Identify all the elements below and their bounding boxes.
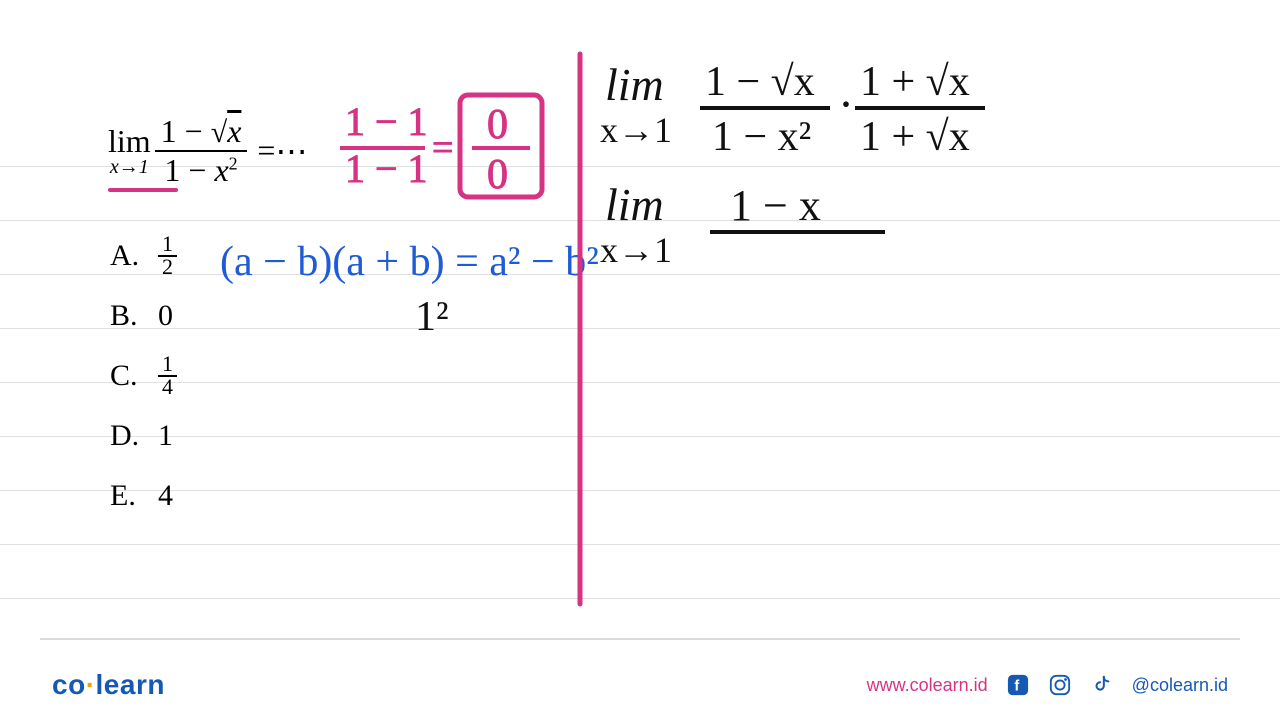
svg-text:lim: lim (605, 179, 664, 230)
svg-text:x→1: x→1 (600, 110, 672, 150)
handwriting-red: 1 − 1 1 − 1 = 0 0 (340, 95, 542, 198)
option-a: A. 12 (110, 233, 177, 279)
handwriting-svg: 1 − 1 1 − 1 = 0 0 (a − b)(a + b) = a² − … (0, 0, 1280, 720)
svg-text:0: 0 (487, 152, 508, 198)
svg-text:f: f (1014, 679, 1019, 695)
question-limit-expression: lim x→1 1 − √x 1 − x2 = ⋯ (108, 115, 307, 186)
option-e: E. 4 (110, 473, 177, 519)
svg-text:1 − 1: 1 − 1 (345, 99, 428, 144)
option-c: C. 14 (110, 353, 177, 399)
handwriting-right: lim x→1 1 − √x 1 − x² · 1 + √x 1 + √x li… (600, 59, 985, 270)
option-b: B. 0 (110, 293, 177, 339)
option-d: D. 1 (110, 413, 177, 459)
svg-text:1 − x²: 1 − x² (712, 114, 811, 160)
underline-red (108, 188, 178, 192)
handwriting-blue: (a − b)(a + b) = a² − b² (220, 239, 599, 285)
page: lim x→1 1 − √x 1 − x2 = ⋯ A. 12 B. 0 C. … (0, 0, 1280, 720)
facebook-icon[interactable]: f (1006, 673, 1030, 697)
lim-sub: x→1 (110, 157, 149, 177)
instagram-icon[interactable] (1048, 673, 1072, 697)
svg-text:=: = (432, 127, 453, 169)
svg-text:1 + √x: 1 + √x (860, 59, 970, 105)
svg-text:·: · (838, 78, 854, 131)
svg-text:(a − b)(a + b) = a² − b²: (a − b)(a + b) = a² − b² (220, 239, 599, 285)
footer: co·learn www.colearn.id f @colearn.id (0, 650, 1280, 720)
lim-label: lim (108, 125, 151, 157)
footer-separator (40, 638, 1240, 640)
svg-text:x→1: x→1 (600, 230, 672, 270)
colearn-logo: co·learn (52, 669, 165, 701)
handwriting-black-1sq: 1² (415, 294, 449, 340)
svg-text:1 + √x: 1 + √x (860, 114, 970, 160)
svg-text:1 − √x: 1 − √x (705, 59, 815, 105)
svg-text:0: 0 (487, 102, 508, 148)
website-link[interactable]: www.colearn.id (867, 675, 988, 696)
svg-text:1 − x: 1 − x (730, 181, 821, 230)
svg-text:1²: 1² (415, 294, 449, 340)
tiktok-icon[interactable] (1090, 673, 1114, 697)
social-handle[interactable]: @colearn.id (1132, 675, 1228, 696)
svg-text:lim: lim (605, 59, 664, 110)
answer-options: A. 12 B. 0 C. 14 D. 1 E. 4 (110, 233, 177, 533)
svg-text:1 − 1: 1 − 1 (345, 146, 428, 191)
